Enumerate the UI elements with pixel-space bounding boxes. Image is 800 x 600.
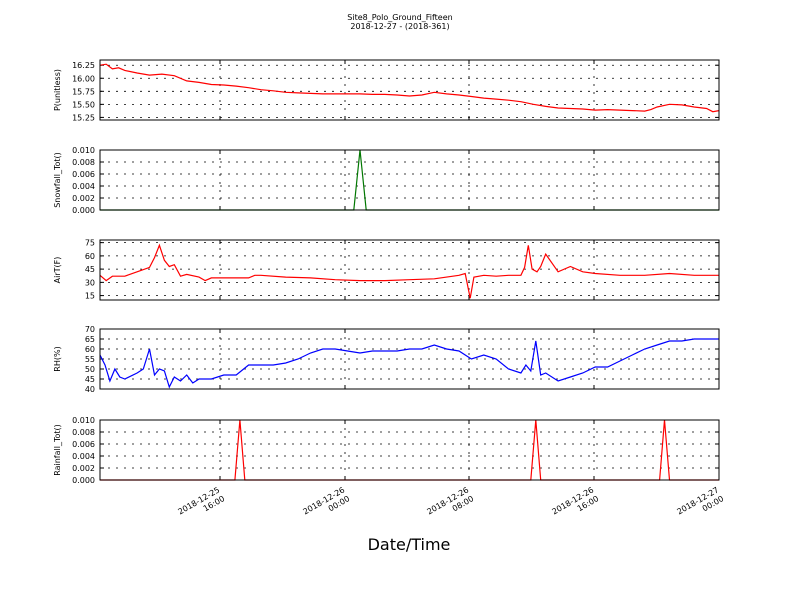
- y-tick-label: 65: [85, 335, 95, 344]
- y-tick-label: 30: [85, 278, 95, 287]
- y-tick-label: 15.50: [72, 100, 95, 109]
- series-line: [99, 243, 719, 299]
- panel-5: 0.010 0.008 0.006 0.004 0.002 0.000 Rainfall_T…: [53, 416, 720, 485]
- series-line: [99, 63, 720, 113]
- series-line: [100, 419, 719, 481]
- chart-subtitle: 2018-12-27 - (2018-361): [350, 22, 449, 31]
- axes-frame: [99, 59, 720, 121]
- y-tick-label: 0.004: [72, 182, 95, 191]
- axes-frame: [99, 149, 720, 211]
- y-tick-label: 45: [85, 265, 95, 274]
- y-axis-label: Rainfall_Tot(): [53, 424, 62, 476]
- x-axis-label: Date/Time: [368, 535, 451, 554]
- chart-title: Site8_Polo_Ground_Fifteen: [347, 13, 452, 22]
- series-line: [99, 338, 719, 389]
- y-tick-label: 0.010: [72, 146, 95, 155]
- y-tick-label: 15: [85, 292, 95, 301]
- y-axis-label: Snowfall_Tot(): [53, 152, 62, 208]
- axes-frame: [99, 239, 720, 301]
- y-axis-label: RH(%): [53, 346, 62, 371]
- y-tick-label: 0.002: [72, 464, 95, 473]
- panel-2: 0.010 0.008 0.006 0.004 0.002 0.000 Snowfall_T…: [53, 146, 720, 215]
- y-tick-label: 0.008: [72, 428, 95, 437]
- y-tick-label: 70: [85, 325, 95, 334]
- y-tick-label: 60: [85, 252, 95, 261]
- y-axis-label: AirT(F): [53, 257, 62, 284]
- panels-group: 16.25 16.00 15.75 15.50 15.25 P(unitless) 0.01…: [53, 59, 720, 485]
- y-tick-label: 16.25: [72, 61, 95, 70]
- y-tick-label: 40: [85, 385, 95, 394]
- y-axis-label: P(unitless): [53, 69, 62, 111]
- y-tick-label: 0.000: [72, 476, 95, 485]
- y-tick-label: 75: [85, 239, 95, 248]
- y-tick-label: 15.25: [72, 113, 95, 122]
- y-tick-label: 16.00: [72, 74, 95, 83]
- y-tick-label: 60: [85, 345, 95, 354]
- y-tick-label: 55: [85, 355, 95, 364]
- y-tick-label: 0.006: [72, 170, 95, 179]
- y-tick-label: 0.010: [72, 416, 95, 425]
- y-tick-label: 0.006: [72, 440, 95, 449]
- y-tick-label: 0.000: [72, 206, 95, 215]
- y-tick-label: 15.75: [72, 87, 95, 96]
- y-tick-label: 0.008: [72, 158, 95, 167]
- axes-frame: [99, 328, 720, 390]
- axes-frame: [99, 419, 720, 481]
- panel-3: 75 60 45 30 15 AirT(F): [53, 239, 720, 301]
- y-tick-label: 0.004: [72, 452, 95, 461]
- y-tick-label: 50: [85, 365, 95, 374]
- y-tick-label: 0.002: [72, 194, 95, 203]
- series-line: [100, 149, 719, 211]
- panel-1: 16.25 16.00 15.75 15.50 15.25 P(unitless): [53, 59, 720, 122]
- y-tick-label: 45: [85, 375, 95, 384]
